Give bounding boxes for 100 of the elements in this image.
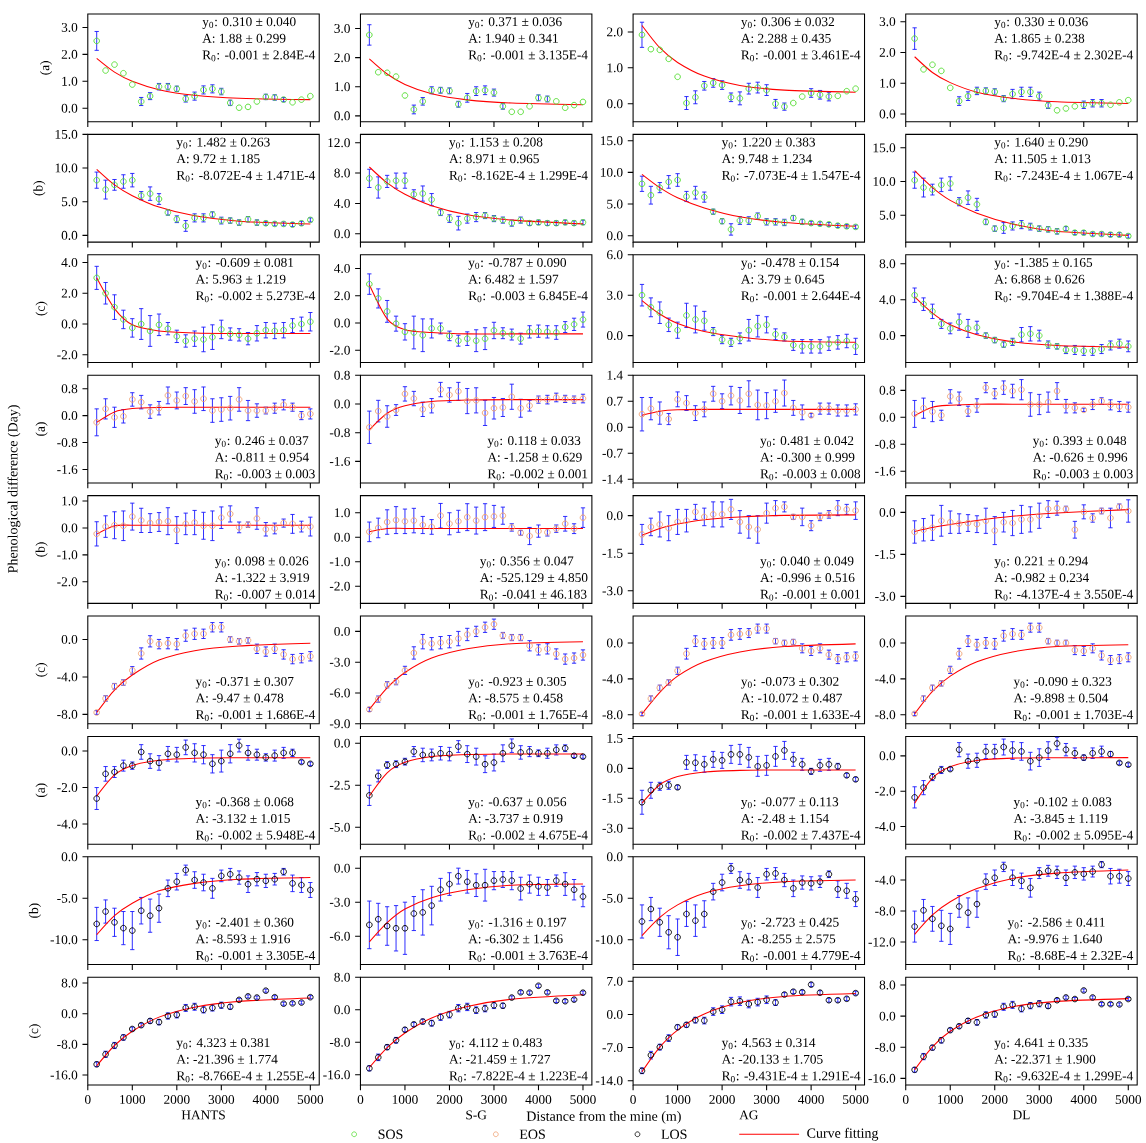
point (745, 523, 753, 531)
point (191, 398, 198, 405)
point (553, 97, 560, 105)
point (647, 191, 655, 199)
point (455, 219, 462, 227)
annotation: y$_{0}$: 0.118 ± 0.033 (487, 435, 581, 448)
x-tick-label: 1000 (392, 1094, 418, 1104)
point (366, 175, 373, 182)
point (428, 523, 435, 531)
y-tick-label: 4.0 (61, 257, 78, 267)
point (164, 517, 172, 525)
point (973, 402, 981, 409)
point (1018, 386, 1025, 393)
y-tick-label: 10.0 (55, 163, 78, 173)
annotation: R$_{0}$: -8.072E-4 ± 1.471E-4 (176, 170, 316, 182)
annotation: y$_{0}$: 4.323 ± 0.381 (176, 1038, 270, 1050)
point (790, 99, 797, 107)
y-tick-label: 1.0 (334, 508, 350, 518)
y-tick-label: -1.6 (57, 464, 78, 474)
point (200, 751, 207, 758)
annotation: A: 5.963 ± 1.219 (195, 274, 286, 284)
x-tick-label: 1000 (665, 1094, 691, 1104)
y-tick-label: -0.7 (602, 448, 623, 458)
point (472, 517, 480, 524)
point (218, 406, 225, 413)
point (1035, 754, 1043, 761)
point (964, 194, 972, 201)
y-tick-label: -1.0 (57, 550, 78, 560)
y-axis-title: (b) (33, 180, 46, 196)
y-tick-label: 12.0 (328, 138, 350, 148)
point (464, 513, 471, 521)
point (129, 396, 136, 403)
point (991, 874, 999, 881)
y-tick-label: 0.0 (61, 319, 78, 329)
point (579, 514, 587, 521)
annotation: R$_{0}$: -0.001 ± 0.001 (760, 589, 860, 601)
point (1000, 743, 1007, 751)
point (674, 395, 681, 403)
annotation: A: -6.302 ± 1.456 (468, 934, 563, 944)
annotation: A: -8.575 ± 0.458 (468, 693, 563, 703)
annotation: y$_{0}$: -0.923 ± 0.305 (468, 676, 567, 689)
line-series (368, 753, 584, 797)
y-tick-label: -10.0 (595, 935, 623, 945)
point (401, 517, 409, 525)
annotation: A: 3.79 ± 0.645 (740, 274, 825, 284)
y-axis-title: (c) (28, 1024, 41, 1038)
point (852, 85, 859, 92)
annotation: y$_{0}$: 0.481 ± 0.042 (760, 435, 854, 448)
point (1062, 874, 1070, 881)
point (374, 524, 382, 532)
point (772, 753, 779, 760)
y-tick-label: -3.0 (329, 897, 350, 907)
point (692, 508, 699, 516)
point (579, 316, 587, 323)
point (455, 872, 462, 880)
y-tick-label: -8.0 (875, 906, 896, 916)
y-tick-label: -2.0 (329, 581, 350, 591)
y-tick-label: -1.6 (875, 466, 896, 476)
point (437, 639, 444, 646)
y-tick-label: 0.0 (606, 99, 623, 109)
point (517, 108, 524, 115)
annotation: R$_{0}$: -0.001 ± 2.84E-4 (202, 50, 316, 62)
point (736, 751, 744, 758)
annotation: R$_{0}$: -0.002 ± 5.948E-4 (195, 830, 316, 842)
point (146, 408, 154, 415)
point (1009, 519, 1016, 527)
point (490, 759, 498, 766)
point (973, 756, 981, 764)
point (683, 399, 690, 407)
point (656, 309, 664, 316)
y-tick-label: -3.0 (602, 823, 623, 833)
point (683, 758, 690, 766)
y-tick-label: -0.8 (329, 428, 350, 438)
point (579, 893, 587, 900)
annotation: R$_{0}$: -7.243E-4 ± 1.067E-4 (994, 170, 1134, 182)
point (419, 405, 427, 413)
point (289, 520, 296, 528)
annotation: R$_{0}$: -7.073E-4 ± 1.547E-4 (722, 170, 861, 182)
y-tick-label: -16.0 (323, 1070, 350, 1080)
annotation: R$_{0}$: -0.002 ± 0.001 (487, 469, 588, 481)
point (446, 638, 453, 645)
y-tick-label: -16.0 (868, 1073, 896, 1083)
point (790, 756, 797, 763)
point (656, 409, 664, 417)
y-tick-label: 0.0 (61, 523, 78, 533)
y-tick-label: -2.0 (57, 577, 78, 587)
point (209, 333, 216, 341)
point (244, 335, 252, 342)
annotation: A: -3.737 ± 0.919 (468, 813, 563, 823)
point (102, 67, 109, 74)
point (718, 511, 726, 518)
point (289, 879, 296, 887)
x-tick-label: 3000 (753, 1094, 780, 1104)
point (570, 886, 578, 893)
point (508, 877, 516, 884)
y-tick-label: -5.0 (57, 893, 78, 903)
point (834, 504, 842, 512)
annotation: A: -3.132 ± 1.015 (195, 813, 290, 823)
point (561, 104, 569, 111)
point (209, 407, 216, 414)
